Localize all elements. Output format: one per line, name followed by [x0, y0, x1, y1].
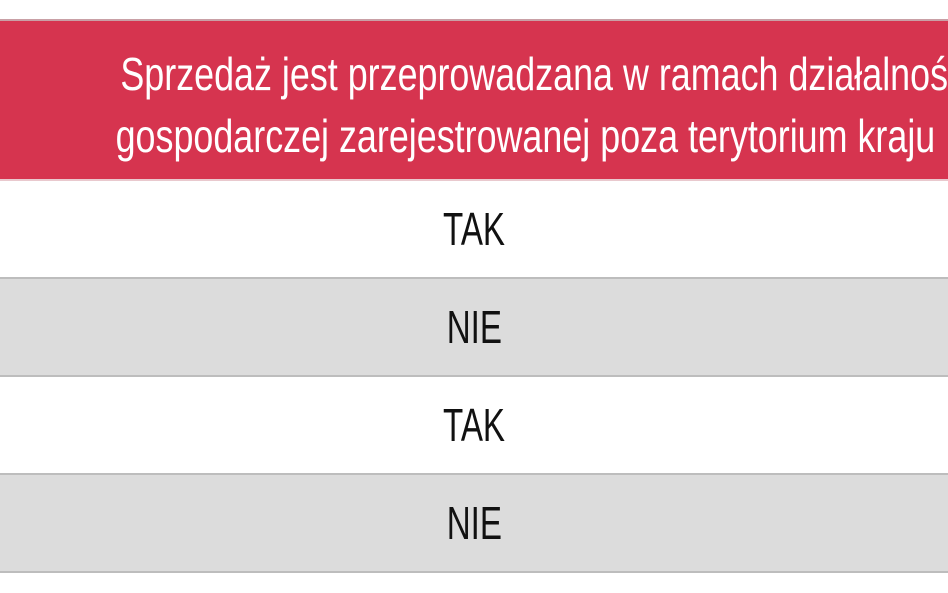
table-row: NIE — [0, 279, 948, 377]
table-cell: TAK — [443, 399, 505, 451]
header-line-2: gospodarczej zarejestrowanej poza teryto… — [115, 110, 936, 162]
table-cell: NIE — [446, 301, 502, 353]
header-line-1: Sprzedaż jest przeprowadzana w ramach dz… — [120, 48, 948, 100]
table-cell: NIE — [446, 497, 502, 549]
table-row: NIE — [0, 475, 948, 573]
table-cell: TAK — [443, 203, 505, 255]
table-row: TAK — [0, 377, 948, 475]
table-row: TAK — [0, 181, 948, 279]
table-header: Sprzedaż jest przeprowadzana w ramach dz… — [0, 19, 948, 181]
